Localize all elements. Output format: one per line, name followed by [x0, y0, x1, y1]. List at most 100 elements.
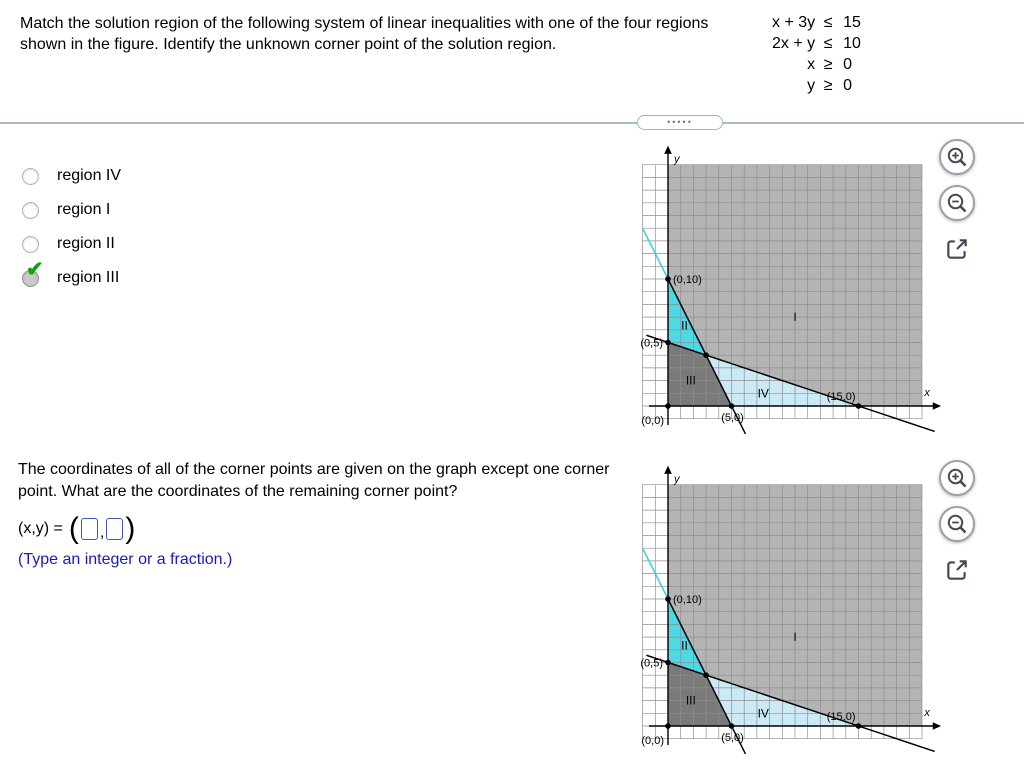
radio-button[interactable]: ✔ — [22, 167, 39, 185]
radio-option-region-iii[interactable]: ✔ region III — [22, 259, 121, 288]
divider-handle[interactable]: ••••• — [637, 115, 723, 130]
y-axis-label: y — [673, 153, 681, 165]
boundary-line — [646, 334, 935, 433]
boundary-line — [641, 227, 669, 280]
region-label: I — [793, 310, 796, 324]
y-axis-arrow — [664, 145, 672, 154]
answer-options: ✔ region IV ✔ region I ✔ region II ✔ reg… — [22, 166, 121, 302]
zoom-in-icon — [947, 147, 967, 167]
inequality-op: ≤ — [823, 35, 833, 52]
region-III — [668, 342, 732, 406]
region-label: IV — [758, 706, 769, 720]
zoom-out-button[interactable] — [939, 185, 975, 221]
corner-point — [855, 723, 862, 729]
corner-point — [855, 403, 862, 409]
radio-label: region III — [57, 269, 120, 286]
boundary-line — [641, 547, 669, 600]
open-paren: ( — [68, 512, 79, 545]
radio-label: region II — [57, 235, 115, 252]
x-axis-label: x — [923, 387, 930, 399]
inequality-lhs: x — [807, 56, 816, 73]
region-III — [668, 662, 732, 726]
inequality-lhs: x + 3y — [772, 14, 816, 31]
answer-input-y[interactable] — [106, 518, 124, 540]
zoom-out-icon — [947, 193, 967, 213]
inequality-op: ≤ — [823, 14, 833, 31]
point-label: (0,5) — [640, 338, 663, 350]
radio-button[interactable]: ✔ — [22, 235, 39, 253]
radio-option-region-ii[interactable]: ✔ region II — [22, 234, 121, 254]
external-link-icon — [947, 239, 967, 259]
inequality-rhs: 0 — [843, 56, 853, 73]
radio-button[interactable]: ✔ — [22, 259, 44, 287]
point-label: (15,0) — [827, 711, 856, 723]
corner-point — [728, 403, 735, 409]
graph-tools-top — [939, 139, 977, 277]
answer-format-hint: (Type an integer or a fraction.) — [18, 551, 233, 568]
corner-point — [665, 403, 671, 409]
corner-point — [665, 723, 671, 729]
y-axis-label: y — [673, 473, 681, 485]
inequality-lhs: y — [807, 77, 816, 94]
point-label: (0,5) — [640, 658, 663, 670]
region-label: IV — [758, 386, 769, 400]
question-1-text: Match the solution region of the followi… — [20, 15, 709, 53]
zoom-out-icon — [947, 514, 967, 534]
region-label: I — [793, 630, 796, 644]
point-label: (5,0) — [721, 732, 744, 744]
check-icon: ✔ — [26, 257, 44, 281]
answer-prefix: (x,y) = — [18, 520, 63, 537]
region-graph-bottom: y x I II III IV (0,10) (0,5) (0,0) (5,0) (15,0) — [640, 458, 944, 765]
inequality-rhs: 0 — [843, 77, 853, 94]
inequality-lhs: 2x + y — [772, 35, 816, 52]
external-link-icon — [947, 560, 967, 580]
inequality-op: ≥ — [823, 77, 833, 94]
y-axis-arrow — [664, 465, 672, 474]
corner-point — [703, 672, 709, 678]
radio-label: region IV — [57, 167, 122, 184]
region-graph-top: y x I II III IV (0,10) (0,5) (0,0) (5,0) (15,0) — [640, 138, 944, 445]
zoom-in-button[interactable] — [939, 139, 975, 175]
zoom-in-button[interactable] — [939, 460, 975, 496]
point-label: (0,0) — [641, 415, 664, 427]
divider-dots: ••••• — [667, 117, 693, 127]
inequality-op: ≥ — [823, 56, 833, 73]
point-label: (0,10) — [673, 594, 702, 606]
answer-row: (x,y) = ( , ) — [18, 512, 135, 546]
open-in-new-window-button[interactable] — [939, 552, 975, 588]
radio-label: region I — [57, 201, 111, 218]
inequality-rhs: 10 — [843, 35, 861, 52]
point-label: (15,0) — [827, 391, 856, 403]
graph-tools-bottom — [939, 460, 977, 598]
x-axis-arrow — [932, 402, 942, 410]
x-axis-label: x — [923, 707, 930, 719]
region-label: III — [686, 694, 696, 708]
zoom-in-icon — [947, 468, 967, 488]
section-divider — [0, 122, 1024, 124]
corner-point — [665, 339, 671, 346]
corner-point — [703, 352, 709, 358]
point-label: (5,0) — [721, 412, 744, 424]
boundary-line — [646, 654, 935, 753]
point-label: (0,0) — [641, 735, 664, 747]
comma: , — [99, 524, 105, 541]
corner-point — [665, 276, 671, 282]
zoom-out-button[interactable] — [939, 506, 975, 542]
open-in-new-window-button[interactable] — [939, 231, 975, 267]
radio-option-region-i[interactable]: ✔ region I — [22, 200, 121, 220]
corner-point — [728, 723, 735, 729]
corner-point — [665, 659, 671, 666]
region-label: II — [681, 318, 688, 332]
radio-button[interactable]: ✔ — [22, 201, 39, 219]
inequality-system: x + 3y ≤ 15 2x + y ≤ 10 x ≥ 0 y ≥ 0 — [772, 12, 861, 96]
point-label: (0,10) — [673, 274, 702, 286]
region-label: II — [681, 638, 688, 652]
radio-option-region-iv[interactable]: ✔ region IV — [22, 166, 121, 186]
question-2-text: The coordinates of all of the corner poi… — [18, 461, 610, 500]
x-axis-arrow — [932, 722, 942, 730]
answer-input-x[interactable] — [80, 518, 98, 540]
inequality-rhs: 15 — [843, 14, 861, 31]
corner-point — [665, 596, 671, 602]
